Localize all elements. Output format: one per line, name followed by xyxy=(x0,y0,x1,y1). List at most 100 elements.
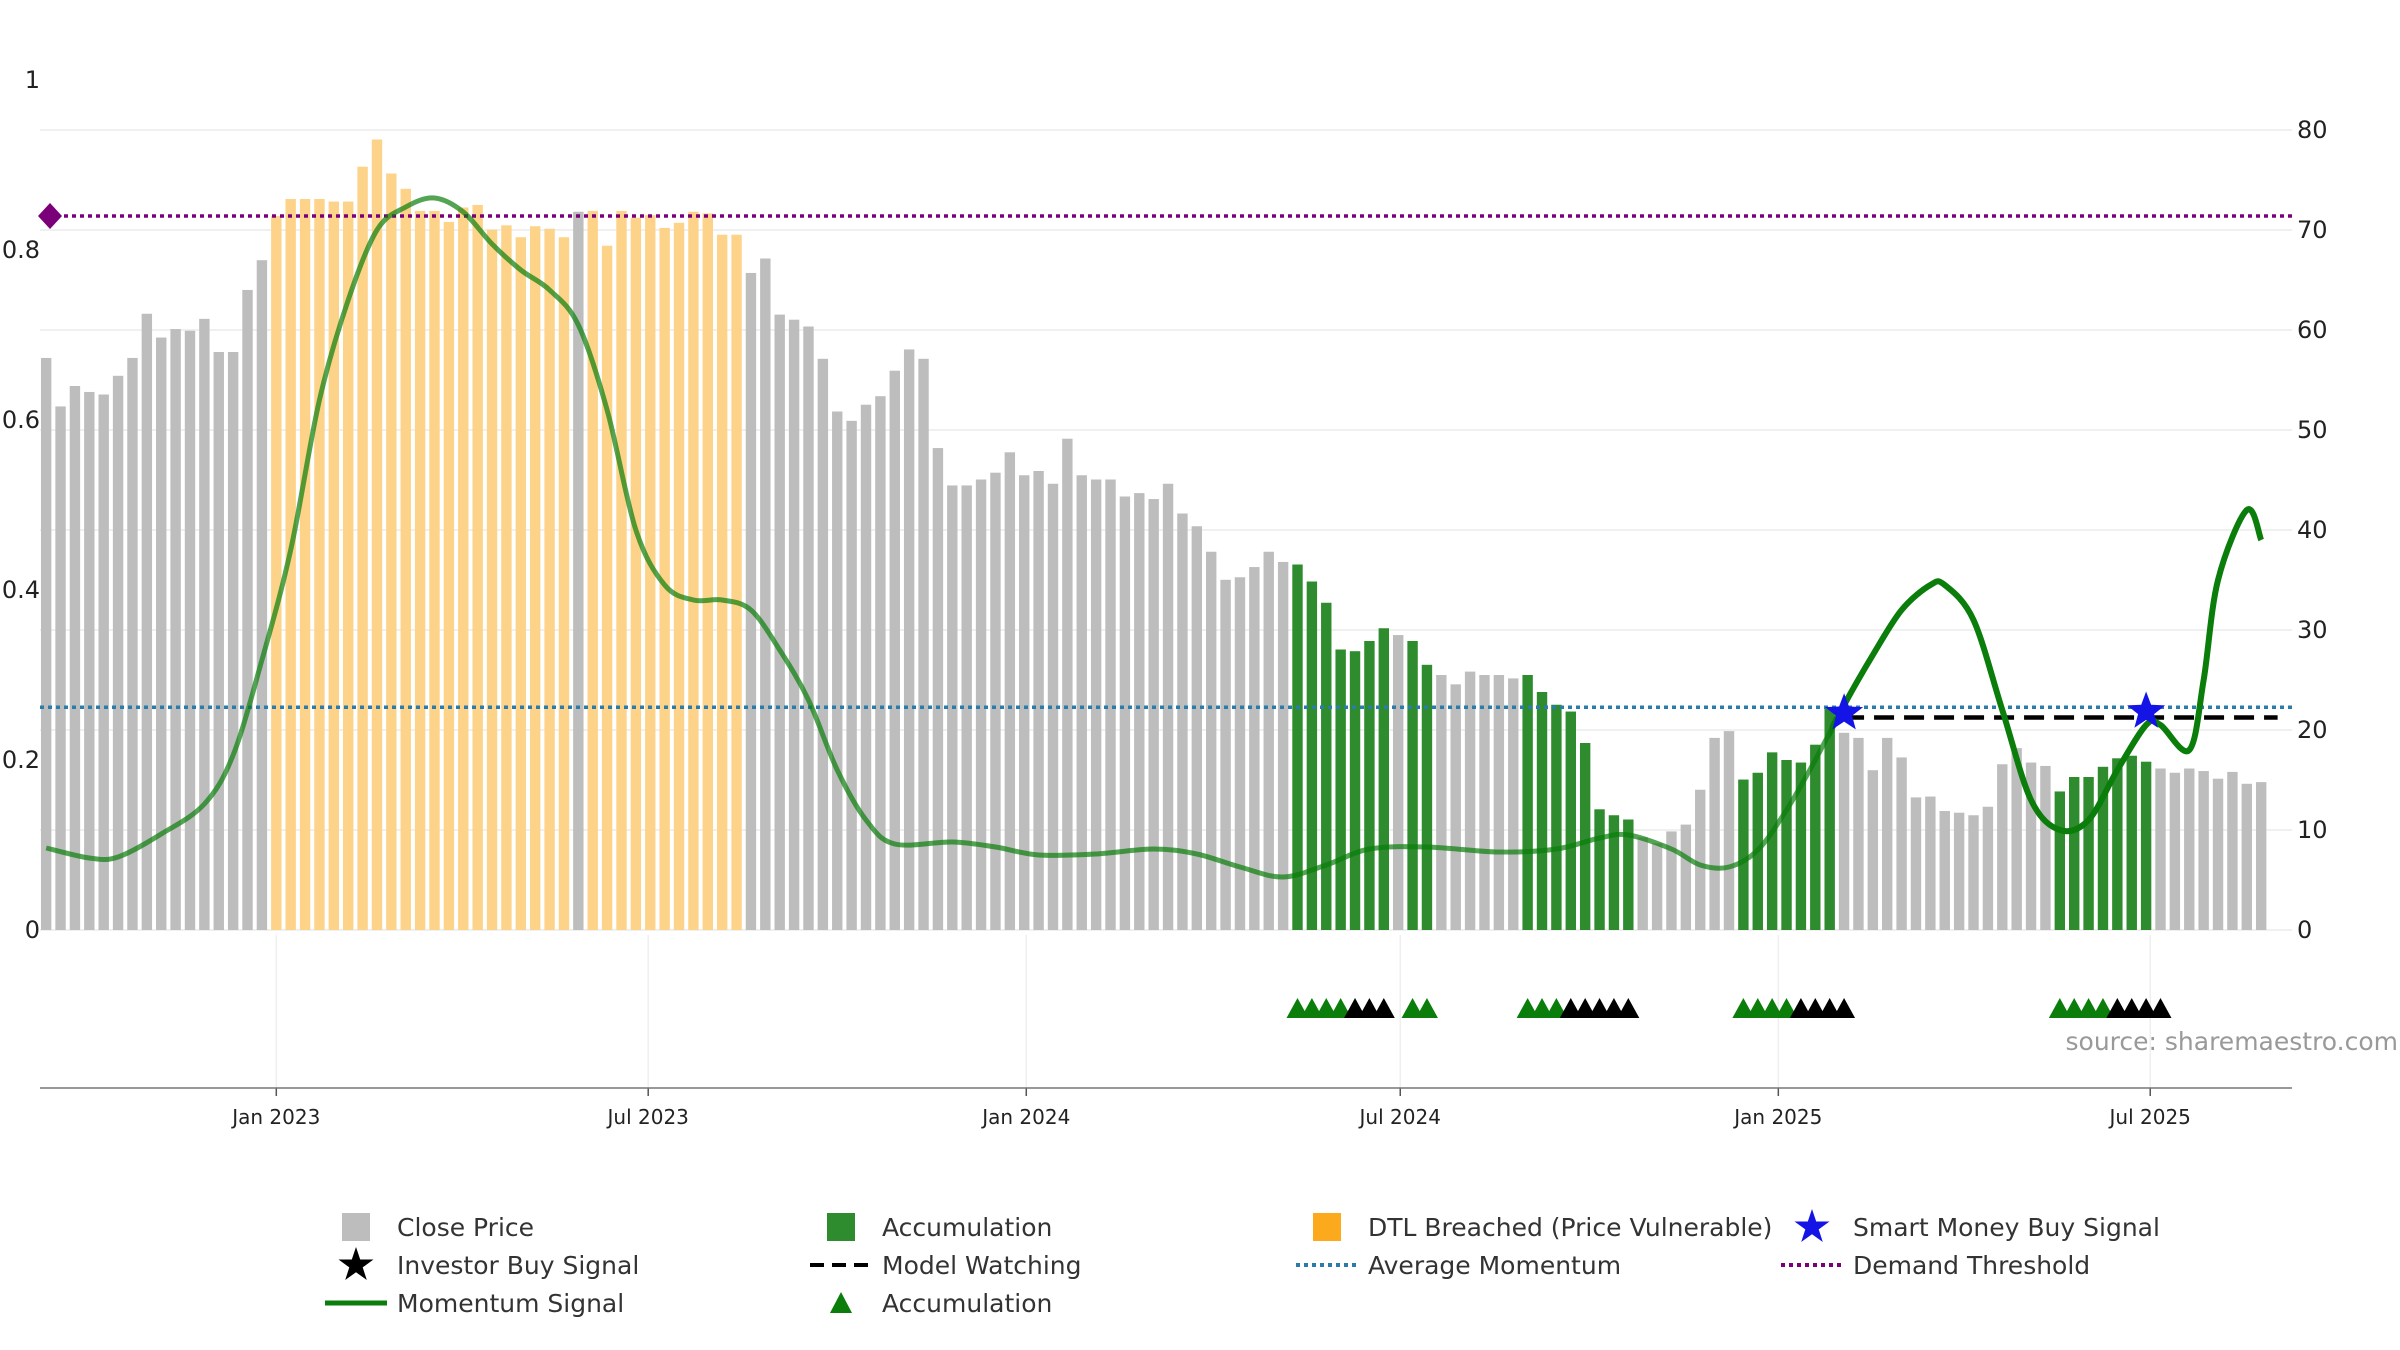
close-price-bar xyxy=(2241,783,2252,930)
close-price-bar xyxy=(2198,771,2209,930)
accumulation-bar xyxy=(2054,791,2066,930)
close-price-bar xyxy=(2025,762,2037,930)
accumulation-triangle xyxy=(2048,998,2071,1018)
accumulation-bar xyxy=(1565,711,1576,930)
source-label: source: sharemaestro.com xyxy=(2066,1027,2399,1056)
close-price-bar xyxy=(256,260,268,930)
close-price-bar xyxy=(1695,789,1706,930)
legend-swatch-average-momentum xyxy=(1296,1263,1358,1267)
y-right-tick-label: 60 xyxy=(2297,316,2328,344)
close-price-bar xyxy=(1004,452,1016,930)
close-price-bar xyxy=(1867,770,1879,930)
legend-label-momentum: Momentum Signal xyxy=(397,1288,625,1318)
dtl-bar xyxy=(616,210,627,930)
legend-model-watching: Model Watching xyxy=(810,1246,1082,1284)
accumulation-triangle xyxy=(2091,998,2114,1018)
investor-buy-triangle xyxy=(1617,998,1640,1018)
y-right-tick-label: 30 xyxy=(2297,616,2328,644)
dtl-bar xyxy=(702,213,713,930)
demand-threshold-marker xyxy=(38,203,62,229)
dtl-bar xyxy=(659,227,670,930)
close-price-bar xyxy=(1910,797,1922,930)
close-price-bar xyxy=(1479,675,1490,930)
accumulation-triangle xyxy=(1732,998,1755,1018)
accumulation-bar xyxy=(1407,641,1418,930)
legend-label-smart-money: Smart Money Buy Signal xyxy=(1853,1212,2160,1242)
investor-buy-triangle xyxy=(1372,998,1395,1018)
accumulation-bar xyxy=(1349,651,1361,930)
dtl-bar xyxy=(386,173,397,930)
close-price-bar xyxy=(1234,577,1246,930)
dtl-bar xyxy=(299,199,311,930)
dtl-bar xyxy=(414,210,426,930)
close-price-bar xyxy=(1134,493,1145,930)
close-price-bar xyxy=(788,319,800,930)
legend-swatch-dtl xyxy=(1313,1213,1341,1241)
close-price-bar xyxy=(1723,731,1735,930)
y-left-tick-label: 0.4 xyxy=(2,576,40,604)
dtl-bar xyxy=(285,199,296,930)
close-price-bar xyxy=(1925,796,1936,930)
accumulation-bar xyxy=(1781,760,1792,930)
accumulation-bar xyxy=(1421,664,1433,930)
accumulation-bar xyxy=(1795,762,1807,930)
chart-canvas: 0 10 20 30 40 50 60 70 80 0 0.2 0.4 0.6 0.8 1 Jan 2023 J… xyxy=(2,66,2399,1129)
close-price-bar xyxy=(1119,496,1131,930)
close-price-bar xyxy=(1177,513,1188,930)
accumulation-triangle xyxy=(1315,998,1338,1018)
close-price-bar xyxy=(156,337,167,930)
dtl-bar xyxy=(486,229,498,931)
close-price-bar xyxy=(1047,483,1059,930)
close-price-bar xyxy=(961,485,972,930)
dtl-bar xyxy=(731,234,742,930)
legend-label-dtl: DTL Breached (Price Vulnerable) xyxy=(1368,1212,1773,1242)
close-price-bar xyxy=(1853,737,1864,930)
close-price-bar xyxy=(69,386,81,930)
y-left-tick-label: 0.6 xyxy=(2,406,40,434)
triangle-icon xyxy=(830,1292,852,1313)
smart-money-buy-star xyxy=(2127,691,2166,728)
legend-label-model-watching: Model Watching xyxy=(882,1250,1082,1280)
close-price-bar xyxy=(1982,806,1994,930)
accumulation-bar xyxy=(2140,761,2152,930)
dtl-bar xyxy=(472,204,483,930)
close-price-bar xyxy=(1062,438,1073,930)
legend-swatch-demand-threshold xyxy=(1781,1263,1843,1267)
momentum-signal xyxy=(45,195,2265,880)
dtl-bar xyxy=(429,210,440,930)
dtl-bar xyxy=(558,237,570,930)
investor-buy-triangle xyxy=(1358,998,1381,1018)
legend-momentum: Momentum Signal xyxy=(325,1284,624,1322)
y-left-tick-label: 0 xyxy=(25,916,40,944)
close-price-bar xyxy=(227,352,239,930)
close-price-bar xyxy=(170,329,181,930)
x-tick-label: Jan 2024 xyxy=(980,1105,1070,1129)
close-price-bar xyxy=(199,318,210,931)
close-price-bar xyxy=(1838,732,1850,930)
accumulation-triangle xyxy=(1531,998,1554,1018)
close-price-bar xyxy=(846,420,857,930)
close-price-bar xyxy=(242,289,253,930)
legend-label-demand-threshold: Demand Threshold xyxy=(1853,1250,2091,1280)
dtl-bar xyxy=(328,201,340,931)
legend-demand-threshold: Demand Threshold xyxy=(1781,1246,2090,1284)
close-price-bar xyxy=(2255,782,2267,930)
close-price-bar xyxy=(2169,772,2181,930)
accumulation-bar xyxy=(1579,743,1591,930)
accumulation-bar xyxy=(1364,641,1375,930)
close-price-bar xyxy=(1680,824,1692,930)
close-price-bar xyxy=(903,349,915,930)
close-price-bar xyxy=(1464,671,1476,930)
y-left-tick-label: 0.8 xyxy=(2,236,40,264)
dtl-bar xyxy=(529,226,541,930)
close-price-bar xyxy=(112,375,124,930)
close-price-bar xyxy=(1076,475,1087,930)
close-price-bar xyxy=(1249,567,1260,930)
dtl-bar xyxy=(688,211,699,930)
investor-buy-triangle xyxy=(1602,998,1625,1018)
y-left-tick-label: 1 xyxy=(25,66,40,94)
close-price-bar xyxy=(1277,561,1289,930)
accumulation-bar xyxy=(2083,777,2094,930)
close-price-bars xyxy=(40,139,2267,931)
close-price-bar xyxy=(55,406,66,930)
